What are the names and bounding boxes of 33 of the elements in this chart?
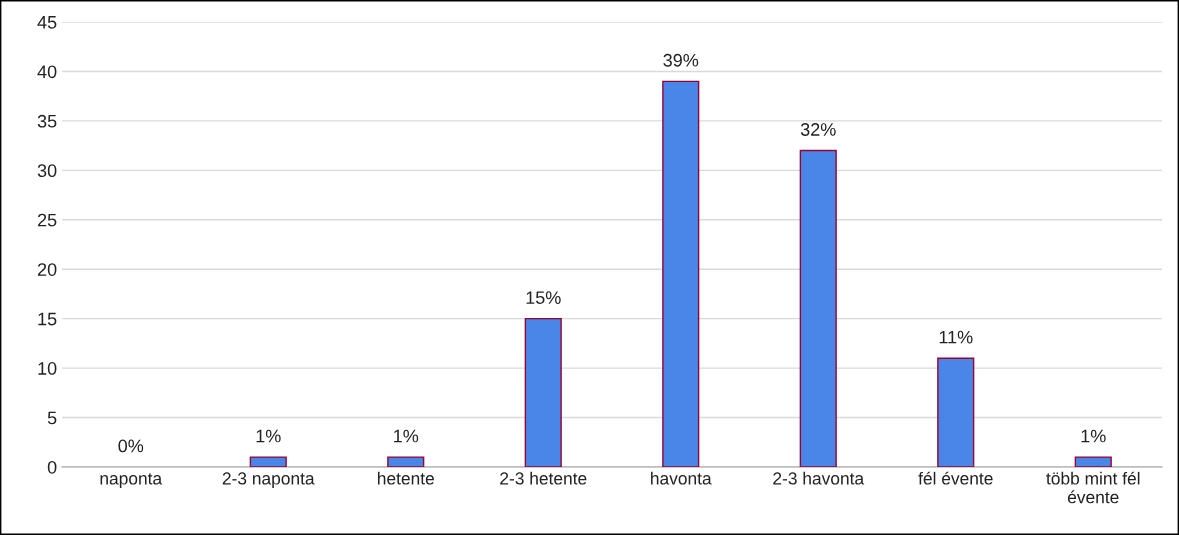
y-tick-label: 0: [47, 460, 57, 474]
data-label: 0%: [118, 439, 144, 453]
bar: [1074, 456, 1112, 467]
y-tick-label: 5: [47, 411, 57, 425]
x-tick-label: hetente: [378, 471, 434, 485]
bar: [249, 456, 287, 467]
data-label: 1%: [394, 429, 419, 443]
x-tick-label: 2-3 havonta: [773, 471, 865, 485]
y-tick-label: 40: [37, 65, 57, 79]
x-tick-label: naponta: [100, 473, 163, 489]
bar: [662, 80, 700, 467]
x-tick-label: 2-3 naponta: [222, 472, 315, 489]
data-label: 39%: [663, 53, 699, 67]
x-tick-label: 2-3 hetente: [500, 471, 587, 485]
x-tick-label: fél évente: [918, 471, 993, 485]
y-tick-label: 15: [38, 312, 57, 326]
y-tick-label: 35: [37, 114, 57, 128]
x-tick-label: több mint fél évente: [1046, 471, 1140, 504]
bar: [524, 317, 562, 467]
data-label: 1%: [256, 429, 281, 443]
y-tick-label: 25: [37, 213, 57, 227]
y-tick-label: 10: [38, 362, 57, 375]
bar: [387, 456, 425, 467]
bar: [799, 149, 837, 467]
data-label: 15%: [526, 291, 561, 304]
bar: [937, 357, 975, 467]
data-label: 11%: [939, 330, 973, 344]
data-label: 1%: [1081, 429, 1106, 443]
y-tick-label: 45: [37, 16, 57, 29]
data-label: 32%: [800, 123, 836, 136]
x-tick-label: havonta: [651, 471, 712, 485]
y-tick-label: 30: [37, 164, 57, 178]
y-tick-label: 20: [37, 263, 57, 276]
